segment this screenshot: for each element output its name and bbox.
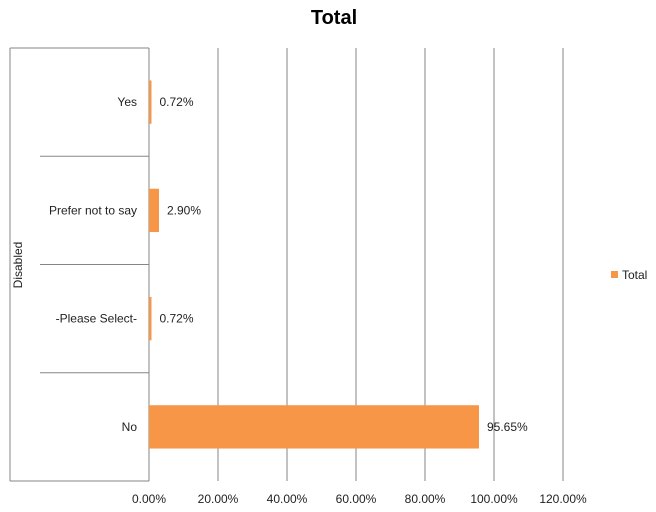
x-tick-label: 20.00%: [198, 492, 239, 506]
data-label: 2.90%: [167, 203, 201, 217]
data-label: 0.72%: [159, 95, 193, 109]
bar: [149, 296, 152, 341]
chart-title: Total: [311, 7, 357, 29]
legend: Total: [611, 268, 647, 282]
bars: [149, 80, 479, 449]
category-label: Prefer not to say: [49, 203, 137, 217]
bar: [149, 405, 479, 449]
category-label: -Please Select-: [56, 312, 137, 326]
x-tick-label: 0.00%: [132, 492, 166, 506]
data-label: 0.72%: [159, 312, 193, 326]
x-tick-label: 80.00%: [405, 492, 446, 506]
data-label: 95.65%: [487, 420, 528, 434]
category-label: No: [122, 420, 138, 434]
y-axis-title: Disabled: [11, 242, 25, 289]
x-tick-label: 100.00%: [470, 492, 518, 506]
labels: 0.00% 20.00% 40.00% 60.00% 80.00% 100.00% 120.…: [49, 95, 587, 506]
x-tick-label: 60.00%: [336, 492, 377, 506]
x-tick-label: 120.00%: [539, 492, 587, 506]
category-label: Yes: [117, 95, 137, 109]
legend-swatch: [611, 271, 618, 278]
legend-label: Total: [622, 268, 647, 282]
bar: [149, 80, 152, 124]
x-tick-label: 40.00%: [267, 492, 308, 506]
bar: [149, 188, 160, 233]
